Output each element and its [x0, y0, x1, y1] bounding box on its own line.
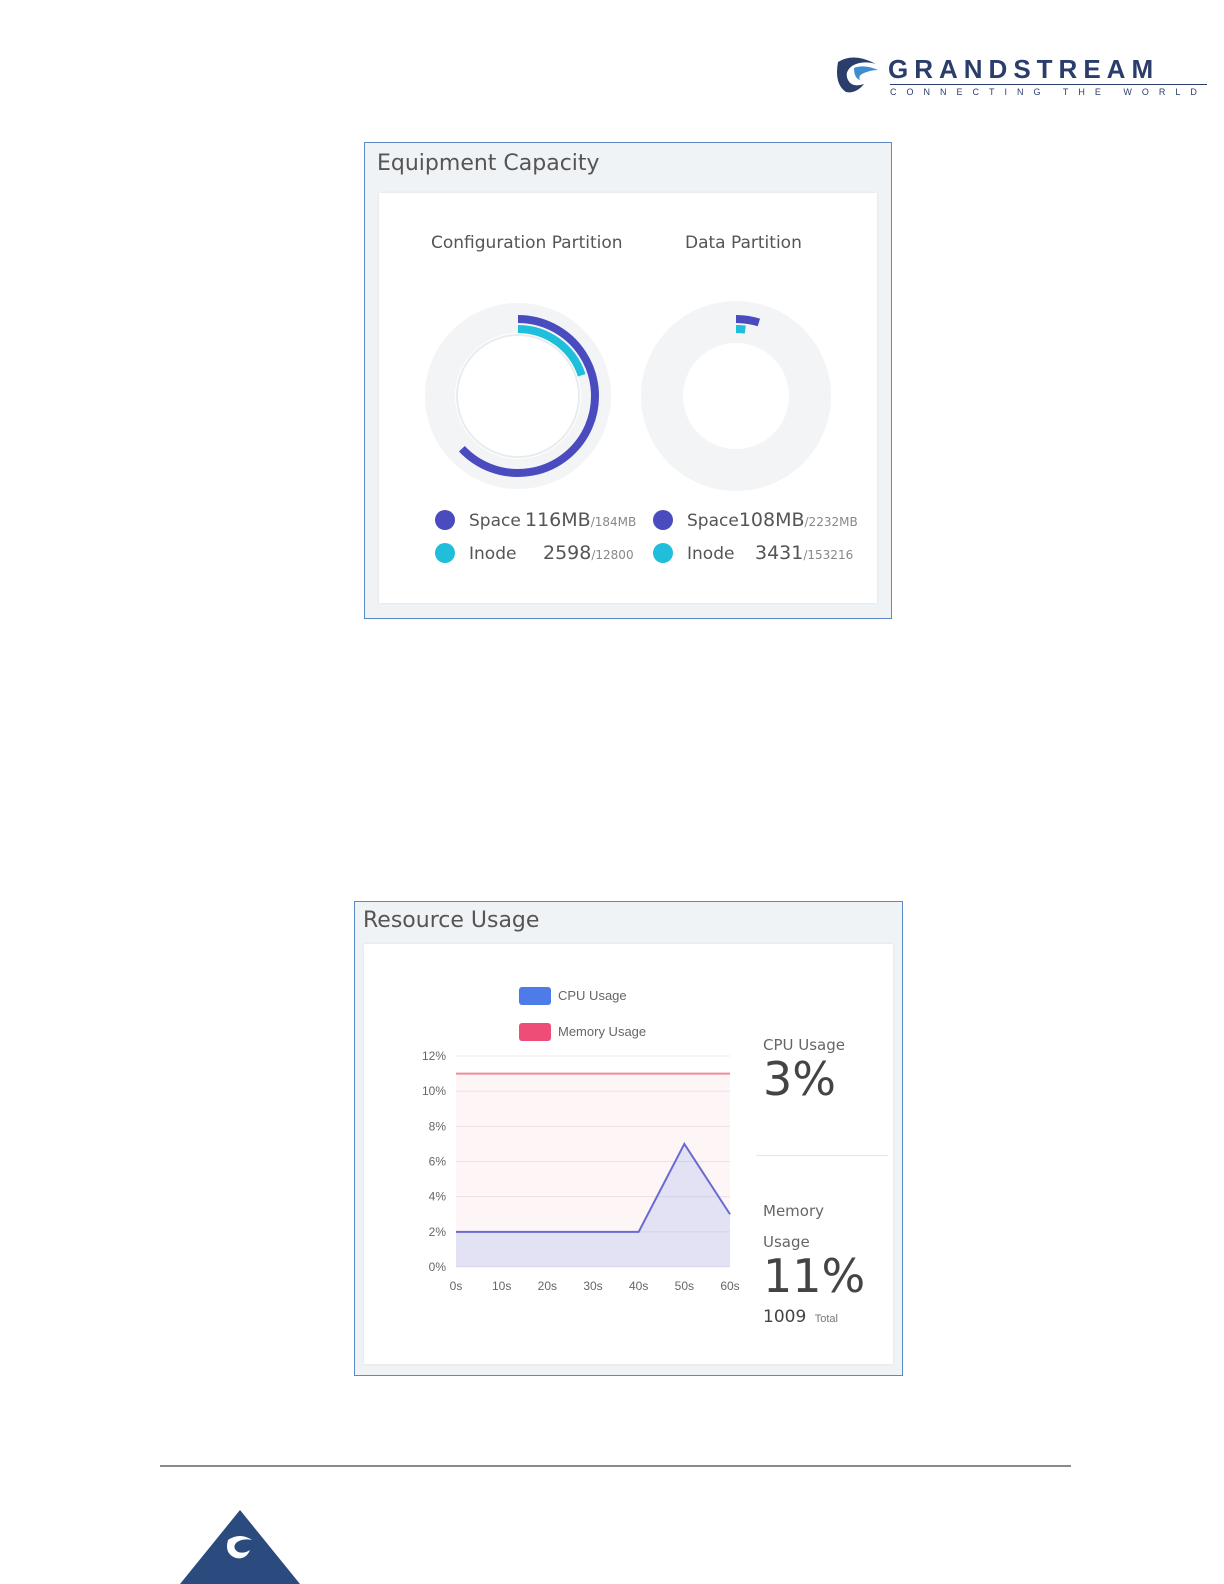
space-dot-icon: [435, 510, 455, 530]
brand-wordmark: GRANDSTREAM: [888, 54, 1160, 84]
space-label: Space: [469, 511, 521, 531]
space-total: /184MB: [590, 515, 637, 529]
configuration-partition-donut: [425, 303, 611, 489]
grandstream-logo: GRANDSTREAM CONNECTING THE WORLD: [834, 54, 1207, 98]
space-arc: [458, 315, 599, 477]
x-tick-label: 40s: [629, 1279, 648, 1293]
series-area-1: [456, 1073, 730, 1267]
memory-total-value: 1009: [763, 1307, 807, 1327]
inode-dot-icon: [653, 543, 673, 563]
inode-dot-icon: [435, 543, 455, 563]
config-inode-legend: Inode 2598 /12800: [435, 542, 634, 564]
space-arc: [735, 315, 761, 327]
data-inode-legend: Inode 3431 /153216: [653, 542, 853, 564]
data-space-legend: Space 108MB /2232MB: [653, 509, 858, 531]
stats-divider: [756, 1155, 888, 1156]
inode-label: Inode: [687, 544, 735, 564]
inode-arc: [735, 325, 746, 334]
space-total: /2232MB: [804, 515, 858, 529]
inode-arc: [517, 325, 586, 377]
data-partition-donut: [641, 301, 831, 491]
cpu-usage-value: 3%: [763, 1052, 836, 1106]
space-dot-icon: [653, 510, 673, 530]
x-tick-label: 10s: [492, 1279, 511, 1293]
legend-swatch-1: [519, 1023, 551, 1041]
donut-inner-line: [456, 334, 580, 458]
legend-label-0: CPU Usage: [558, 988, 627, 1003]
resource-usage-panel: Resource Usage CPU Usage Memory Usage 0% 2%…: [354, 901, 903, 1376]
usage-area-chart: CPU Usage Memory Usage 0% 2% 4% 6% 8% 10% 12% 0s 1…: [422, 987, 740, 1293]
x-tick-label: 20s: [538, 1279, 557, 1293]
brand-tagline: CONNECTING THE WORLD: [890, 84, 1207, 97]
panel-title: Equipment Capacity: [377, 151, 600, 176]
space-label: Space: [687, 511, 739, 531]
inode-label: Inode: [469, 544, 517, 564]
data-partition-title: Data Partition: [685, 233, 802, 253]
memory-total-label: Total: [814, 1313, 838, 1325]
y-tick-label: 10%: [422, 1084, 446, 1098]
equipment-capacity-content: Configuration Partition Data Partition S…: [379, 193, 877, 603]
x-tick-label: 30s: [583, 1279, 602, 1293]
grandstream-swoosh-icon: [837, 57, 878, 93]
inode-total: /12800: [591, 548, 634, 562]
y-tick-label: 4%: [429, 1190, 447, 1204]
series-line-0: [456, 1141, 731, 1233]
configuration-partition-title: Configuration Partition: [431, 233, 623, 253]
legend-label-1: Memory Usage: [558, 1024, 646, 1039]
space-used: 108MB: [738, 509, 805, 531]
cpu-usage-label: CPU Usage: [763, 1036, 846, 1054]
resource-usage-content: CPU Usage Memory Usage 0% 2% 4% 6% 8% 10% 12% 0s 1…: [364, 944, 893, 1364]
memory-usage-value: 11%: [763, 1249, 866, 1303]
x-tick-label: 60s: [720, 1279, 739, 1293]
inode-used: 3431: [755, 542, 804, 564]
legend-swatch-0: [519, 987, 551, 1005]
y-tick-label: 6%: [429, 1155, 447, 1169]
inode-used: 2598: [543, 542, 592, 564]
space-used: 116MB: [525, 509, 591, 531]
x-tick-label: 50s: [675, 1279, 694, 1293]
series-area-0: [456, 1143, 730, 1267]
x-tick-label: 0s: [450, 1279, 463, 1293]
memory-usage-label-line1: Memory: [763, 1202, 825, 1220]
y-tick-label: 0%: [429, 1260, 447, 1274]
y-tick-label: 2%: [429, 1225, 447, 1239]
memory-usage-label-line2: Usage: [763, 1233, 810, 1251]
inode-total: /153216: [803, 548, 854, 562]
y-tick-label: 12%: [422, 1049, 446, 1063]
panel-title: Resource Usage: [363, 908, 540, 933]
footer-divider: [160, 1465, 1071, 1467]
donut-track: [641, 301, 831, 491]
y-tick-label: 8%: [429, 1119, 447, 1133]
config-space-legend: Space 116MB /184MB: [435, 509, 636, 531]
donut-inner-ring: [455, 333, 581, 459]
equipment-capacity-panel: Equipment Capacity Configuration Partiti…: [364, 142, 892, 619]
footer-grandstream-icon: [180, 1510, 300, 1584]
memory-total: 1009 Total: [763, 1307, 838, 1327]
